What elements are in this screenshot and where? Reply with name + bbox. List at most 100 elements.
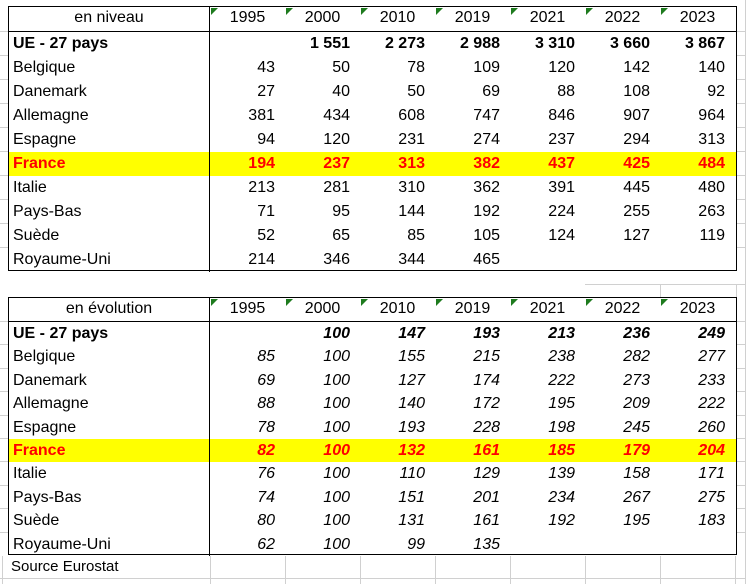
- value-cell[interactable]: 3 310: [534, 35, 575, 52]
- value-cell[interactable]: 209: [623, 395, 650, 413]
- column-header-cell[interactable]: 2022: [585, 7, 660, 31]
- column-header-cell[interactable]: 1995: [210, 7, 285, 31]
- value-cell[interactable]: 100: [323, 441, 350, 459]
- value-cell[interactable]: 267: [623, 488, 650, 506]
- row-label-cell[interactable]: UE - 27 pays: [9, 322, 210, 346]
- value-cell[interactable]: 120: [323, 131, 350, 148]
- value-cell[interactable]: 215: [473, 348, 500, 366]
- value-cell[interactable]: 434: [323, 107, 350, 124]
- value-cell[interactable]: 129: [473, 465, 500, 483]
- value-cell[interactable]: 62: [257, 535, 275, 553]
- column-header-cell[interactable]: 2000: [285, 298, 360, 321]
- value-cell[interactable]: 480: [698, 179, 725, 196]
- value-cell[interactable]: 237: [323, 155, 350, 172]
- value-cell[interactable]: 194: [248, 155, 275, 172]
- value-cell[interactable]: 193: [398, 418, 425, 436]
- value-cell[interactable]: 381: [248, 107, 275, 124]
- value-cell[interactable]: 222: [548, 371, 575, 389]
- value-cell[interactable]: 213: [548, 325, 575, 342]
- value-cell[interactable]: 437: [548, 155, 575, 172]
- column-header-cell[interactable]: 2023: [660, 298, 735, 321]
- value-cell[interactable]: 274: [473, 131, 500, 148]
- value-cell[interactable]: [210, 322, 285, 345]
- row-label-cell[interactable]: Italie: [9, 176, 210, 200]
- row-label-cell[interactable]: Royaume-Uni: [9, 532, 210, 556]
- row-label-cell[interactable]: Belgique: [9, 56, 210, 80]
- value-cell[interactable]: [585, 533, 660, 556]
- value-cell[interactable]: 105: [473, 227, 500, 244]
- value-cell[interactable]: 132: [398, 441, 425, 459]
- value-cell[interactable]: 344: [398, 251, 425, 268]
- row-label-cell[interactable]: Italie: [9, 462, 210, 486]
- value-cell[interactable]: 222: [698, 395, 725, 413]
- row-label-cell[interactable]: Suède: [9, 509, 210, 533]
- value-cell[interactable]: 346: [323, 251, 350, 268]
- column-header-cell[interactable]: 2023: [660, 7, 735, 31]
- value-cell[interactable]: 484: [698, 155, 725, 172]
- value-cell[interactable]: 3 867: [684, 35, 725, 52]
- value-cell[interactable]: 213: [248, 179, 275, 196]
- value-cell[interactable]: 78: [407, 59, 425, 76]
- column-header-cell[interactable]: 2021: [510, 298, 585, 321]
- value-cell[interactable]: 192: [548, 512, 575, 530]
- value-cell[interactable]: 52: [257, 227, 275, 244]
- value-cell[interactable]: 171: [698, 465, 725, 483]
- value-cell[interactable]: 294: [623, 131, 650, 148]
- value-cell[interactable]: 174: [473, 371, 500, 389]
- value-cell[interactable]: 142: [623, 59, 650, 76]
- value-cell[interactable]: 183: [698, 512, 725, 530]
- value-cell[interactable]: 135: [473, 535, 500, 553]
- value-cell[interactable]: [510, 248, 585, 272]
- value-cell[interactable]: 71: [257, 203, 275, 220]
- value-cell[interactable]: 108: [623, 83, 650, 100]
- value-cell[interactable]: 50: [407, 83, 425, 100]
- value-cell[interactable]: 231: [398, 131, 425, 148]
- value-cell[interactable]: 233: [698, 371, 725, 389]
- value-cell[interactable]: 120: [548, 59, 575, 76]
- value-cell[interactable]: 964: [698, 107, 725, 124]
- value-cell[interactable]: 127: [398, 371, 425, 389]
- row-label-cell[interactable]: Espagne: [9, 128, 210, 152]
- value-cell[interactable]: 80: [257, 512, 275, 530]
- value-cell[interactable]: 204: [698, 441, 725, 459]
- value-cell[interactable]: 425: [623, 155, 650, 172]
- value-cell[interactable]: [210, 32, 285, 56]
- value-cell[interactable]: 255: [623, 203, 650, 220]
- value-cell[interactable]: 110: [399, 465, 425, 483]
- value-cell[interactable]: 50: [332, 59, 350, 76]
- value-cell[interactable]: 100: [323, 371, 350, 389]
- value-cell[interactable]: [510, 533, 585, 556]
- value-cell[interactable]: 99: [407, 535, 425, 553]
- value-cell[interactable]: 82: [257, 441, 275, 459]
- value-cell[interactable]: 282: [623, 348, 650, 366]
- value-cell[interactable]: 127: [623, 227, 650, 244]
- value-cell[interactable]: 185: [548, 441, 575, 459]
- value-cell[interactable]: 100: [323, 465, 350, 483]
- value-cell[interactable]: 237: [548, 131, 575, 148]
- column-header-cell[interactable]: 2019: [435, 298, 510, 321]
- value-cell[interactable]: 85: [257, 348, 275, 366]
- row-label-cell[interactable]: UE - 27 pays: [9, 32, 210, 56]
- source-note[interactable]: Source Eurostat: [11, 557, 119, 575]
- value-cell[interactable]: 144: [398, 203, 425, 220]
- value-cell[interactable]: 109: [473, 59, 500, 76]
- column-header-cell[interactable]: 1995: [210, 298, 285, 321]
- value-cell[interactable]: 161: [473, 512, 500, 530]
- value-cell[interactable]: 234: [548, 488, 575, 506]
- value-cell[interactable]: 100: [323, 488, 350, 506]
- value-cell[interactable]: 69: [482, 83, 500, 100]
- value-cell[interactable]: 608: [398, 107, 425, 124]
- value-cell[interactable]: 65: [332, 227, 350, 244]
- value-cell[interactable]: 192: [473, 203, 500, 220]
- value-cell[interactable]: 2 273: [384, 35, 425, 52]
- value-cell[interactable]: 161: [473, 441, 500, 459]
- table-title-cell[interactable]: en évolution: [9, 298, 210, 321]
- value-cell[interactable]: 195: [623, 512, 650, 530]
- row-label-cell[interactable]: France: [9, 152, 210, 176]
- value-cell[interactable]: 193: [473, 325, 500, 342]
- value-cell[interactable]: 100: [323, 395, 350, 413]
- value-cell[interactable]: 465: [473, 251, 500, 268]
- value-cell[interactable]: 100: [323, 512, 350, 530]
- value-cell[interactable]: 95: [332, 203, 350, 220]
- value-cell[interactable]: 131: [398, 512, 425, 530]
